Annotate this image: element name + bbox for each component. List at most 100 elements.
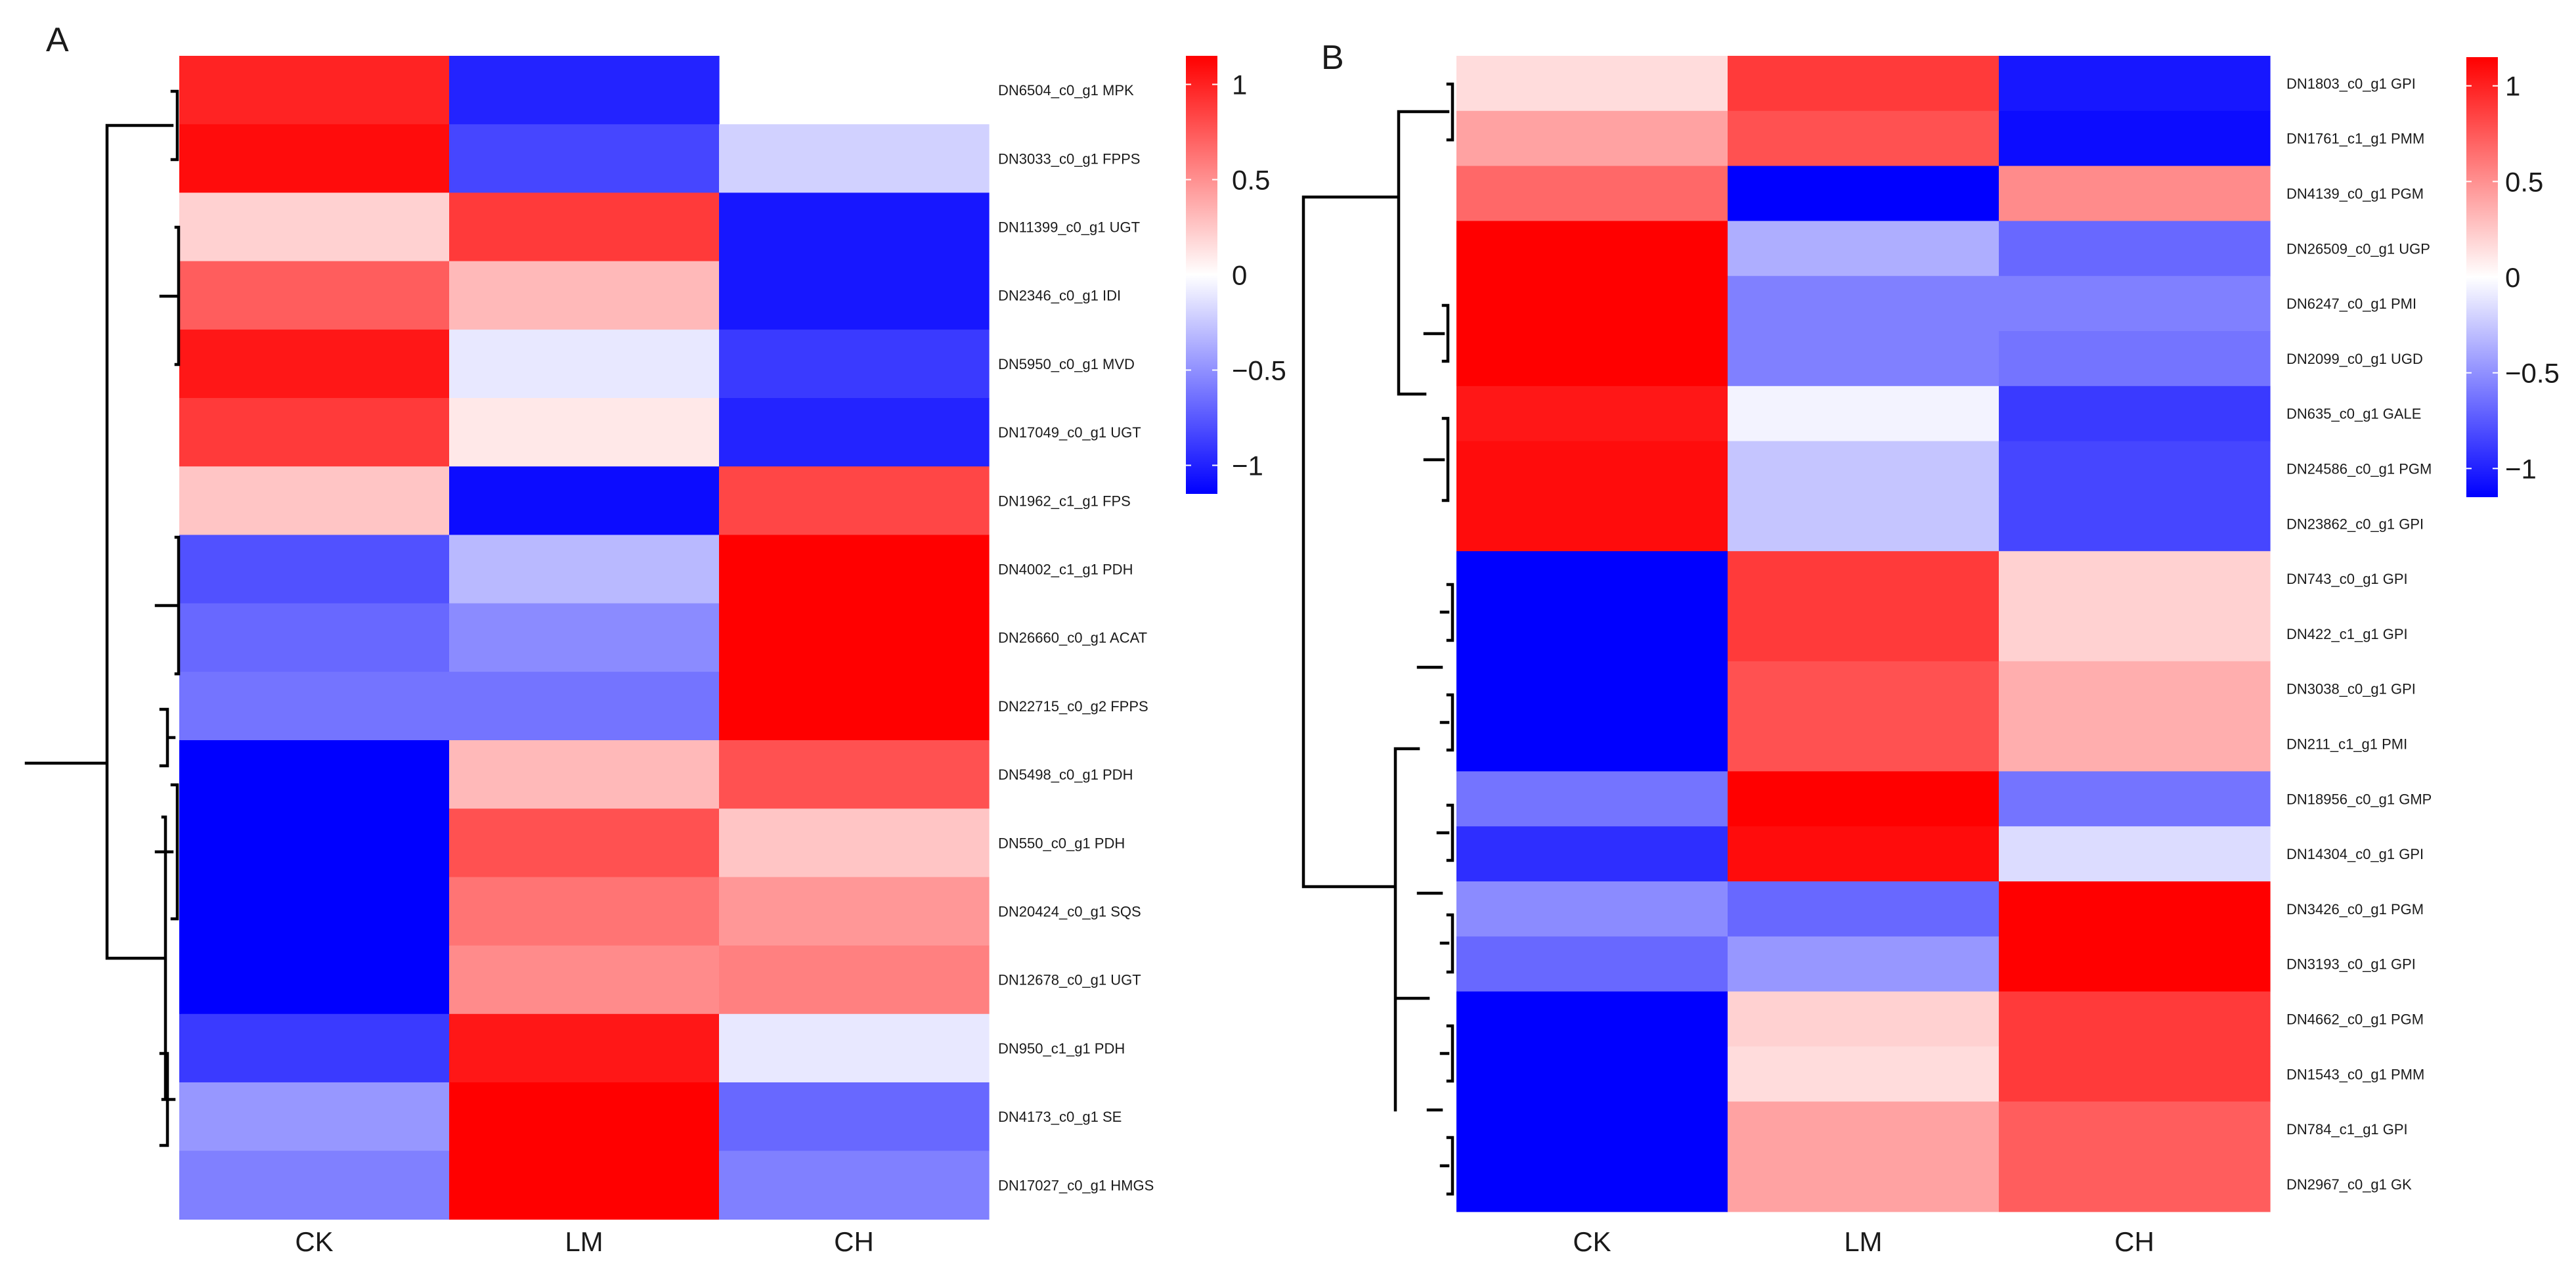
heatmap-cell — [1999, 991, 2271, 1047]
heatmap-cell — [1456, 881, 1728, 937]
panel-a: A DN6504_c0_g1 MPK DN3033_c0_g1 FPPS DN113… — [24, 21, 1286, 1257]
column-label: CK — [1573, 1226, 1611, 1257]
heatmap-cell — [1999, 496, 2271, 552]
heatmap-cell — [1456, 606, 1728, 662]
heatmap-cell — [179, 466, 450, 535]
heatmap-cell — [1728, 881, 1999, 937]
heatmap-cell — [1999, 110, 2271, 167]
heatmap-cell — [179, 740, 450, 809]
row-label: DN550_c0_g1 PDH — [998, 835, 1125, 851]
heatmap-cell — [179, 329, 450, 399]
heatmap-cell — [1728, 441, 1999, 497]
row-label: DN211_c1_g1 PMI — [2286, 736, 2407, 753]
row-label: DN5498_c0_g1 PDH — [998, 766, 1133, 783]
colorbar-tick-label: 0 — [1232, 260, 1247, 291]
panel-a-dendrogram — [24, 89, 181, 1147]
heatmap-cell — [1999, 826, 2271, 882]
heatmap-cell — [719, 945, 990, 1015]
row-label: DN18956_c0_g1 GMP — [2286, 791, 2432, 807]
row-label: DN26660_c0_g1 ACAT — [998, 630, 1147, 646]
heatmap-cell — [1728, 1101, 1999, 1157]
heatmap-cell — [1999, 221, 2271, 277]
row-label: DN22715_c0_g2 FPPS — [998, 698, 1148, 715]
heatmap-cell — [449, 535, 720, 604]
row-label: DN4173_c0_g1 SE — [998, 1109, 1122, 1125]
heatmap-cell — [179, 1082, 450, 1151]
heatmap-cell — [1456, 991, 1728, 1047]
column-label: CH — [834, 1226, 874, 1257]
heatmap-cell — [1999, 56, 2271, 112]
heatmap-cell — [1728, 221, 1999, 277]
heatmap-cell — [1728, 606, 1999, 662]
heatmap-cell — [1456, 56, 1728, 112]
heatmap-cell — [719, 1013, 990, 1083]
heatmap-cell — [449, 466, 720, 535]
panel-b: B DN1803_c0_g1 GPI DN1761_c1_g1 PMM DN4139… — [1301, 39, 2560, 1257]
heatmap-cell — [1999, 551, 2271, 607]
heatmap-cell — [1728, 331, 1999, 387]
row-label: DN26509_c0_g1 UGP — [2286, 240, 2430, 257]
heatmap-cell — [1999, 1046, 2271, 1102]
heatmap-cell — [449, 124, 720, 193]
heatmap-cell — [449, 329, 720, 399]
row-label: DN17027_c0_g1 HMGS — [998, 1177, 1154, 1193]
heatmap-cell — [449, 192, 720, 262]
heatmap-cell — [1456, 551, 1728, 607]
row-label: DN14304_c0_g1 GPI — [2286, 846, 2424, 862]
colorbar-tick-label: 0 — [2505, 262, 2520, 293]
row-label: DN1962_c1_g1 FPS — [998, 493, 1131, 509]
heatmap-cell — [1999, 606, 2271, 662]
panel-a-row-labels: DN6504_c0_g1 MPK DN3033_c0_g1 FPPS DN11399… — [998, 82, 1154, 1193]
heatmap-cell — [1999, 331, 2271, 387]
heatmap-cell — [1999, 276, 2271, 332]
heatmap-cell — [1456, 716, 1728, 772]
row-label: DN4662_c0_g1 PGM — [2286, 1011, 2424, 1028]
panel-b-column-labels: CK LM CH — [1573, 1226, 2154, 1257]
heatmap-cell — [719, 671, 990, 741]
heatmap-cell — [179, 671, 450, 741]
heatmap-cell — [1999, 661, 2271, 717]
heatmap-cell — [449, 56, 720, 125]
heatmap-cell — [1728, 110, 1999, 167]
heatmap-cell — [179, 261, 450, 330]
heatmap-cell — [449, 398, 720, 467]
heatmap-cell — [1728, 276, 1999, 332]
colorbar-tick-label: 0.5 — [1232, 165, 1270, 196]
row-label: DN4002_c1_g1 PDH — [998, 562, 1133, 578]
row-label: DN2346_c0_g1 IDI — [998, 288, 1121, 304]
heatmap-cell — [179, 56, 450, 125]
colorbar-tick-label: 0.5 — [2505, 166, 2543, 197]
panel-b-cells — [1456, 56, 2271, 1212]
row-label: DN743_c0_g1 GPI — [2286, 571, 2408, 587]
column-label: CK — [295, 1226, 333, 1257]
heatmap-cell — [1456, 441, 1728, 497]
heatmap-cell — [1456, 1046, 1728, 1102]
heatmap-cell — [1456, 1101, 1728, 1157]
heatmap-cell — [179, 398, 450, 467]
heatmap-cell — [1456, 276, 1728, 332]
column-label: LM — [565, 1226, 603, 1257]
panel-a-colorbar: 1 0.5 0 −0.5 −1 — [1186, 56, 1286, 494]
row-label: DN20424_c0_g1 SQS — [998, 904, 1141, 920]
colorbar-tick-label: −0.5 — [2505, 358, 2560, 389]
heatmap-cell — [1999, 881, 2271, 937]
heatmap-cell — [1728, 1046, 1999, 1102]
heatmap-cell — [1999, 936, 2271, 992]
panel-b-dendrogram — [1301, 82, 1454, 1196]
colorbar-tick-label: 1 — [2505, 71, 2520, 102]
heatmap-cell — [1456, 826, 1728, 882]
panel-b-colorbar: 1 0.5 0 −0.5 −1 — [2466, 57, 2560, 497]
colorbar-tick-label: −1 — [1232, 451, 1263, 481]
heatmap-cell — [1728, 496, 1999, 552]
heatmap-cell — [1728, 551, 1999, 607]
row-label: DN23862_c0_g1 GPI — [2286, 516, 2424, 532]
row-label: DN24586_c0_g1 PGM — [2286, 461, 2432, 477]
heatmap-cell — [449, 740, 720, 809]
heatmap-cell — [449, 877, 720, 946]
heatmap-cell — [719, 808, 990, 877]
heatmap-cell — [449, 671, 720, 741]
heatmap-cell — [1728, 716, 1999, 772]
row-label: DN422_c1_g1 GPI — [2286, 626, 2408, 642]
heatmap-cell — [449, 1013, 720, 1083]
